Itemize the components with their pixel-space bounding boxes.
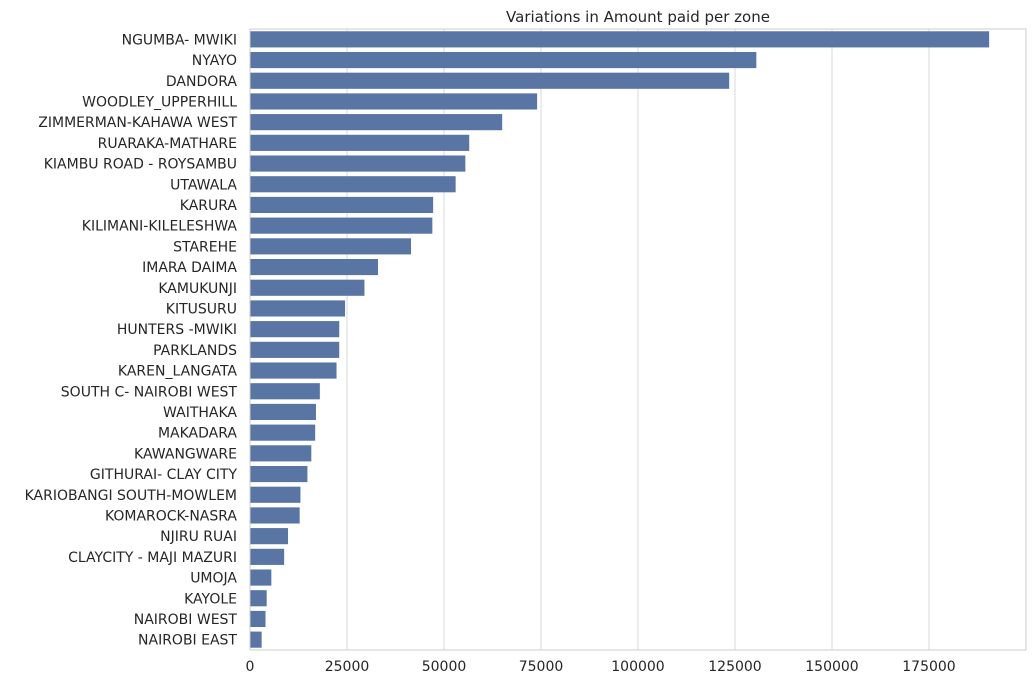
category-label: STAREHE: [173, 239, 237, 255]
bar: [250, 238, 412, 255]
bar: [250, 486, 301, 503]
bar: [250, 403, 316, 421]
x-tick-labels: 0 25000 50000 75000 100000 125000 150000 175000: [246, 659, 956, 675]
x-tick-label: 100000: [611, 659, 664, 675]
category-label: DANDORA: [166, 74, 238, 90]
bar: [250, 569, 272, 586]
bar: [250, 134, 470, 151]
bar: [250, 507, 300, 524]
category-label: UTAWALA: [170, 177, 237, 193]
category-label: GITHURAI- CLAY CITY: [90, 467, 238, 483]
x-tick-label: 50000: [422, 659, 467, 675]
category-label: KITUSURU: [166, 301, 237, 317]
category-label: KARIOBANGI SOUTH-MOWLEM: [25, 488, 237, 504]
bar: [250, 341, 340, 358]
category-label: KARURA: [180, 198, 238, 214]
bar: [250, 548, 285, 565]
category-label: UMOJA: [190, 571, 237, 587]
category-label: WAITHAKA: [163, 405, 237, 421]
bars: [250, 31, 990, 648]
bar: [250, 31, 990, 48]
bar: [250, 196, 434, 214]
plot-frame: [249, 28, 1027, 651]
category-label: NGUMBA- MWIKI: [122, 32, 237, 48]
bar: [250, 155, 466, 172]
category-label: KAWANGWARE: [134, 446, 237, 462]
chart-title: Variations in Amount paid per zone: [506, 8, 770, 26]
category-labels: NGUMBA- MWIKI NYAYO DANDORA WOODLEY_UPPERHI…: [25, 32, 238, 648]
bar: [250, 465, 308, 483]
category-label: HUNTERS -MWIKI: [117, 322, 237, 338]
category-label: KAREN_LANGATA: [118, 364, 238, 380]
category-label: ZIMMERMAN-KAHAWA WEST: [38, 115, 237, 131]
bar: [250, 610, 266, 628]
x-tick-label: 25000: [325, 659, 370, 675]
category-label: KILIMANI-KILELESHWA: [82, 219, 238, 235]
bar: [250, 362, 337, 379]
category-label: NAIROBI WEST: [134, 612, 238, 628]
category-label: KIAMBU ROAD - ROYSAMBU: [44, 157, 237, 173]
bar: [250, 590, 267, 607]
bar: [250, 279, 365, 296]
x-tick-label: 150000: [805, 659, 858, 675]
bar: [250, 300, 346, 317]
bar: [250, 176, 456, 193]
grid-lines: [346, 29, 930, 650]
bar: [250, 217, 433, 234]
category-label: NAIROBI EAST: [138, 633, 237, 649]
bar: [250, 114, 503, 131]
category-label: SOUTH C- NAIROBI WEST: [61, 384, 238, 400]
category-label: NYAYO: [192, 53, 237, 69]
bar: [250, 528, 289, 545]
category-label: CLAYCITY - MAJI MAZURI: [68, 550, 237, 566]
x-tick-label: 75000: [519, 659, 564, 675]
category-label: KAYOLE: [184, 591, 237, 607]
bar: [250, 631, 262, 648]
category-label: MAKADARA: [158, 426, 237, 442]
category-label: RUARAKA-MATHARE: [98, 136, 237, 152]
x-tick-label: 175000: [902, 659, 955, 675]
category-label: IMARA DAIMA: [142, 260, 237, 276]
bar: [250, 321, 340, 338]
category-label: PARKLANDS: [153, 343, 237, 359]
category-label: NJIRU RUAI: [160, 529, 237, 545]
bar: [250, 258, 379, 276]
bar: [250, 445, 312, 462]
category-label: KOMAROCK-NASRA: [105, 508, 237, 524]
x-tick-label: 125000: [708, 659, 761, 675]
category-label: WOODLEY_UPPERHILL: [82, 94, 237, 110]
bar: [250, 424, 316, 441]
bar: [250, 72, 730, 89]
bar: [250, 383, 320, 400]
category-label: KAMUKUNJI: [158, 281, 237, 297]
bar: [250, 93, 538, 110]
bar: [250, 51, 757, 69]
x-tick-label: 0: [246, 659, 255, 675]
